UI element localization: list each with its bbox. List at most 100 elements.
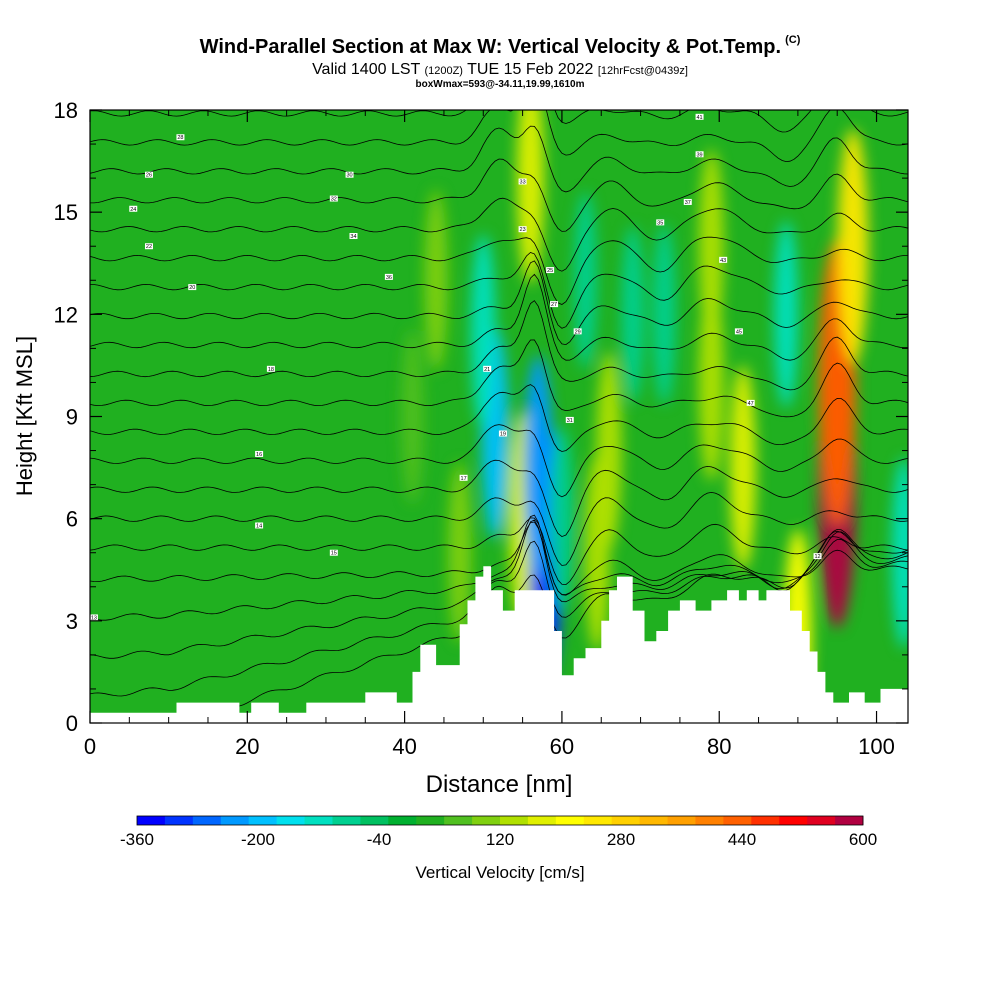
contour-label: 17 xyxy=(459,474,468,482)
theta-contour xyxy=(90,384,908,452)
velocity-cell xyxy=(401,329,424,504)
velocity-cell xyxy=(424,190,448,371)
theta-contour xyxy=(90,519,908,659)
contour-label: 41 xyxy=(695,113,704,121)
contour-label-text: 45 xyxy=(736,329,742,335)
contour-label-text: 34 xyxy=(350,234,356,240)
contour-label-text: 18 xyxy=(268,367,274,373)
contour-label: 24 xyxy=(129,205,138,213)
contour-label-text: 23 xyxy=(520,227,526,233)
contour-label-text: 19 xyxy=(500,432,506,438)
contour-label: 37 xyxy=(683,198,692,206)
theta-contour xyxy=(90,252,908,329)
contour-label: 26 xyxy=(144,171,153,179)
y-tick-label: 15 xyxy=(54,200,78,225)
subtitle-forecast: [12hrFcst@0439z] xyxy=(597,65,688,77)
colorbar-swatch xyxy=(304,816,333,825)
terrain-fill xyxy=(90,566,908,723)
theta-contour xyxy=(90,300,908,391)
colorbar-tick-label: 600 xyxy=(849,830,877,849)
chart-subtitle-box-wmax: boxWmax=593@-34.11,19.99,1610m xyxy=(415,79,585,90)
contour-label: 12 xyxy=(813,553,822,560)
theta-contour xyxy=(90,424,908,498)
contour-label-text: 41 xyxy=(697,115,703,121)
subtitle-valid-time: Valid 1400 LST xyxy=(312,61,425,78)
y-tick-label: 9 xyxy=(66,405,78,430)
colorbar-swatch xyxy=(639,816,668,825)
x-axis-label: Distance [nm] xyxy=(426,771,573,798)
contour-label: 47 xyxy=(746,399,755,407)
contour-label-text: 37 xyxy=(685,200,691,206)
contour-label-text: 30 xyxy=(346,173,352,179)
contour-label-text: 21 xyxy=(484,367,490,373)
y-tick-label: 6 xyxy=(66,507,78,532)
theta-contour xyxy=(90,339,908,418)
contour-label: 35 xyxy=(656,219,665,226)
subtitle-date: TUE 15 Feb 2022 xyxy=(462,61,598,78)
theta-contour xyxy=(90,491,908,566)
contour-label-text: 26 xyxy=(146,173,152,179)
contour-labels: 13 14 15 16 18 20 22 24 26 28 30 32 34 36 17 19 21 23 25 27… xyxy=(90,113,822,621)
subtitle-utc-time: (1200Z) xyxy=(424,65,463,77)
colorbar-swatch xyxy=(835,816,864,825)
colorbar-swatch xyxy=(416,816,445,825)
contour-label: 16 xyxy=(255,450,264,458)
colorbar-swatch xyxy=(500,816,529,825)
contour-label: 30 xyxy=(345,171,354,179)
contour-label-text: 14 xyxy=(256,523,262,529)
contour-label: 25 xyxy=(546,267,555,274)
x-tick-label: 40 xyxy=(392,734,416,759)
theta-contour xyxy=(90,125,908,193)
colorbar-frame xyxy=(136,815,864,826)
colorbar-tick-label: -40 xyxy=(367,830,392,849)
contour-label: 23 xyxy=(518,226,527,233)
velocity-cell xyxy=(550,426,574,611)
contour-label: 34 xyxy=(349,233,358,240)
colorbar-swatch xyxy=(555,816,585,825)
velocity-cell xyxy=(698,283,725,482)
colorbar-tick-label: -200 xyxy=(241,830,275,849)
colorbar-swatch xyxy=(220,816,250,825)
x-tick-label: 20 xyxy=(235,734,259,759)
theta-contour xyxy=(90,158,908,232)
theta-contour xyxy=(90,517,908,586)
contour-label-text: 20 xyxy=(189,285,195,291)
contour-label-text: 29 xyxy=(575,329,581,335)
colorbar-swatch xyxy=(137,816,166,825)
colorbar-swatch xyxy=(611,816,641,825)
velocity-cell xyxy=(516,110,545,284)
contour-label: 14 xyxy=(255,522,264,529)
contour-label-text: 15 xyxy=(331,551,337,557)
contour-label-text: 36 xyxy=(386,275,392,281)
contour-label-text: 47 xyxy=(748,401,754,407)
colorbar-swatch xyxy=(751,816,780,825)
colorbar-swatch xyxy=(583,816,613,825)
chart-title-text: Wind-Parallel Section at Max W: Vertical… xyxy=(199,36,782,58)
x-axis: 0 20 40 60 80 100 xyxy=(84,110,895,759)
chart-title-mark: (C) xyxy=(785,34,801,46)
colorbar-swatch xyxy=(192,816,222,825)
contour-label-text: 17 xyxy=(461,476,467,482)
colorbar-tick-label: 280 xyxy=(607,830,635,849)
y-tick-label: 3 xyxy=(66,609,78,634)
contour-label-text: 32 xyxy=(331,197,337,203)
contour-label: 39 xyxy=(695,151,704,158)
colorbar-swatch xyxy=(332,816,361,825)
velocity-cell xyxy=(574,191,597,369)
contour-label: 32 xyxy=(329,195,338,203)
colorbar-swatch xyxy=(779,816,808,825)
contour-label-text: 24 xyxy=(130,207,136,213)
y-axis-label: Height [Kft MSL] xyxy=(12,336,37,496)
chart-title: Wind-Parallel Section at Max W: Vertical… xyxy=(0,34,1000,59)
colorbar-swatch xyxy=(248,816,278,825)
terrain-mask xyxy=(90,566,908,723)
velocity-cell xyxy=(837,128,869,364)
theta-contour xyxy=(90,521,908,596)
colorbar-swatch xyxy=(444,816,473,825)
theta-contour xyxy=(90,236,908,305)
contour-label: 27 xyxy=(550,301,559,308)
contour-label: 13 xyxy=(90,614,98,621)
colorbar-swatch xyxy=(723,816,752,825)
